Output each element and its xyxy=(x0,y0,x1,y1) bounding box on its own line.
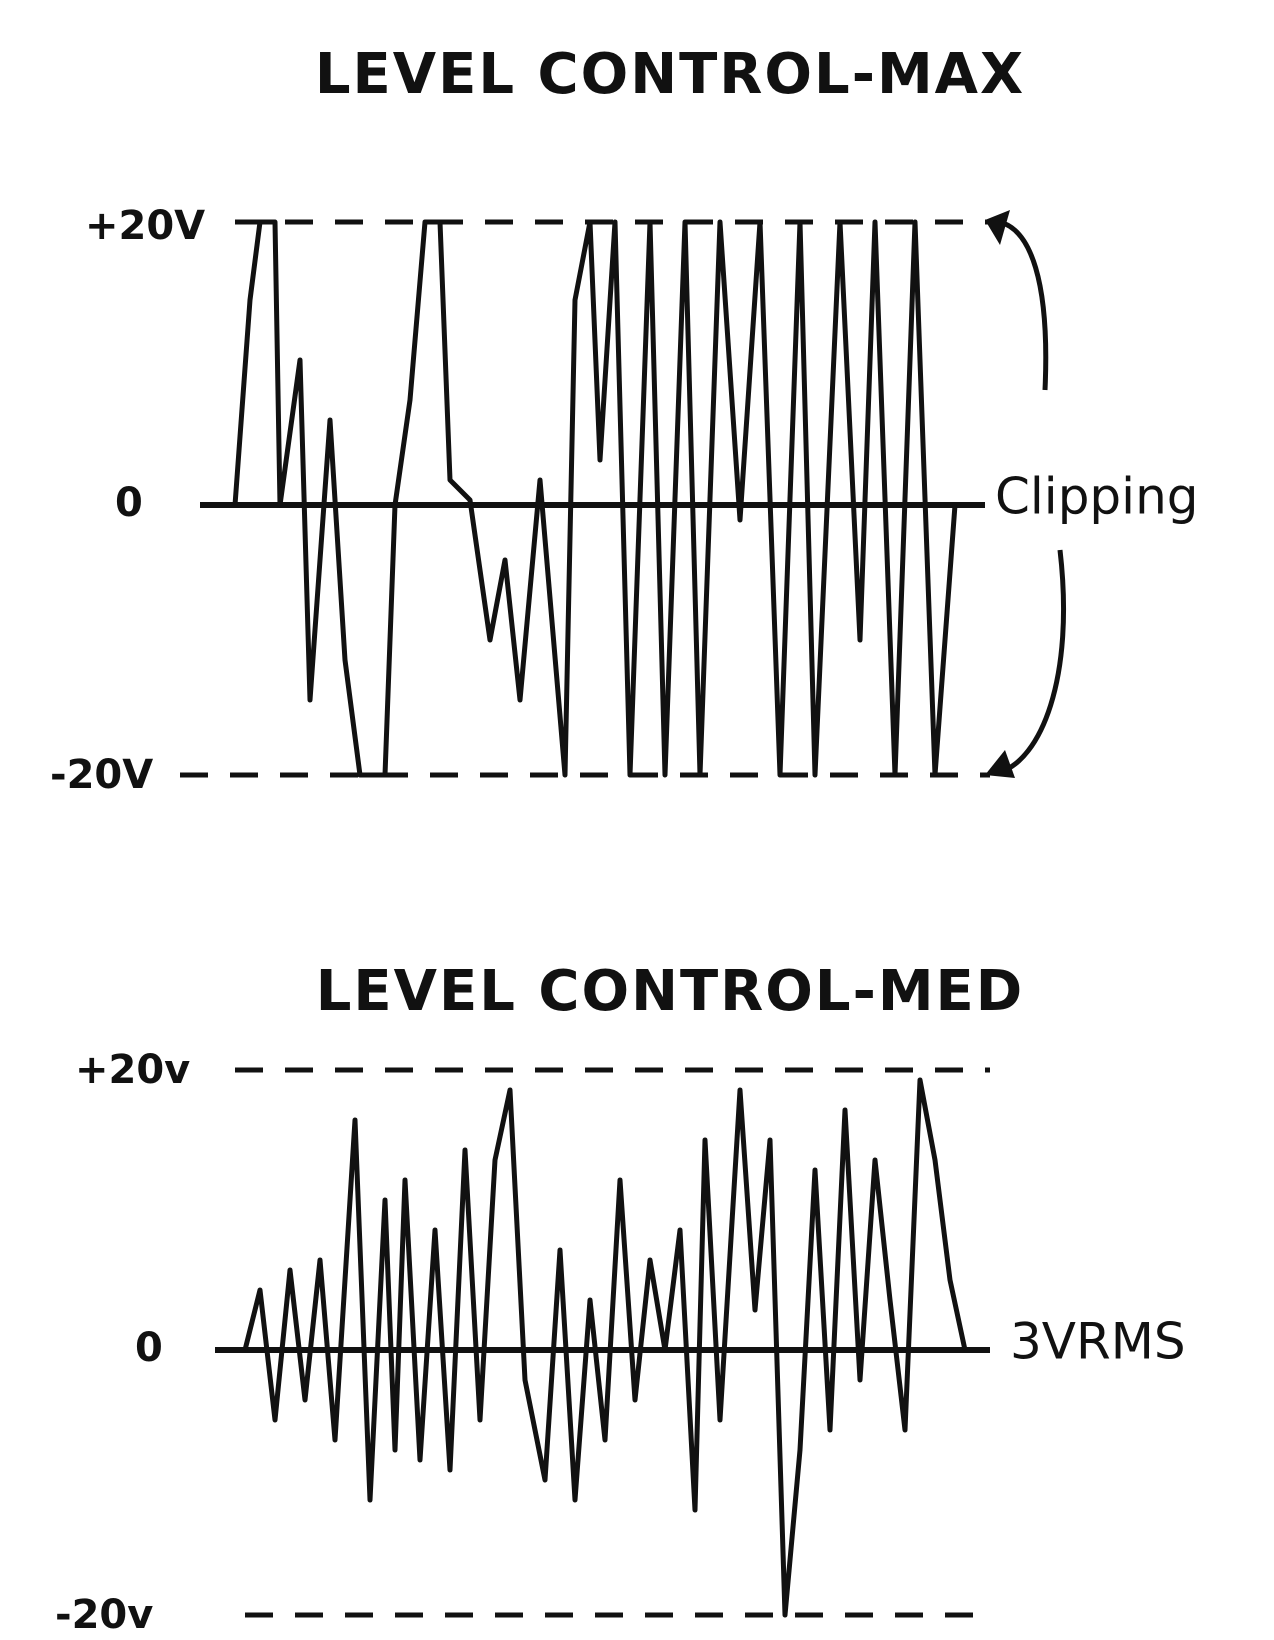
arrow xyxy=(999,219,1049,391)
zero-label: 0 xyxy=(115,480,143,526)
bottom-label: -20V xyxy=(50,752,153,798)
arrowhead xyxy=(985,750,1015,778)
arrowhead xyxy=(985,210,1010,245)
top-label: +20v xyxy=(75,1047,190,1093)
waveform xyxy=(242,1077,968,1618)
panel-title: LEVEL CONTROL-MED xyxy=(316,959,1025,1024)
annotation: 3VRMS xyxy=(1010,1313,1186,1371)
annotation: Clipping xyxy=(995,468,1199,526)
top-label: +20V xyxy=(85,203,205,249)
zero-label: 0 xyxy=(135,1325,163,1371)
waveform xyxy=(232,219,958,778)
arrow xyxy=(999,549,1067,775)
panel-title: LEVEL CONTROL-MAX xyxy=(315,42,1025,107)
bottom-label: -20v xyxy=(55,1592,153,1638)
